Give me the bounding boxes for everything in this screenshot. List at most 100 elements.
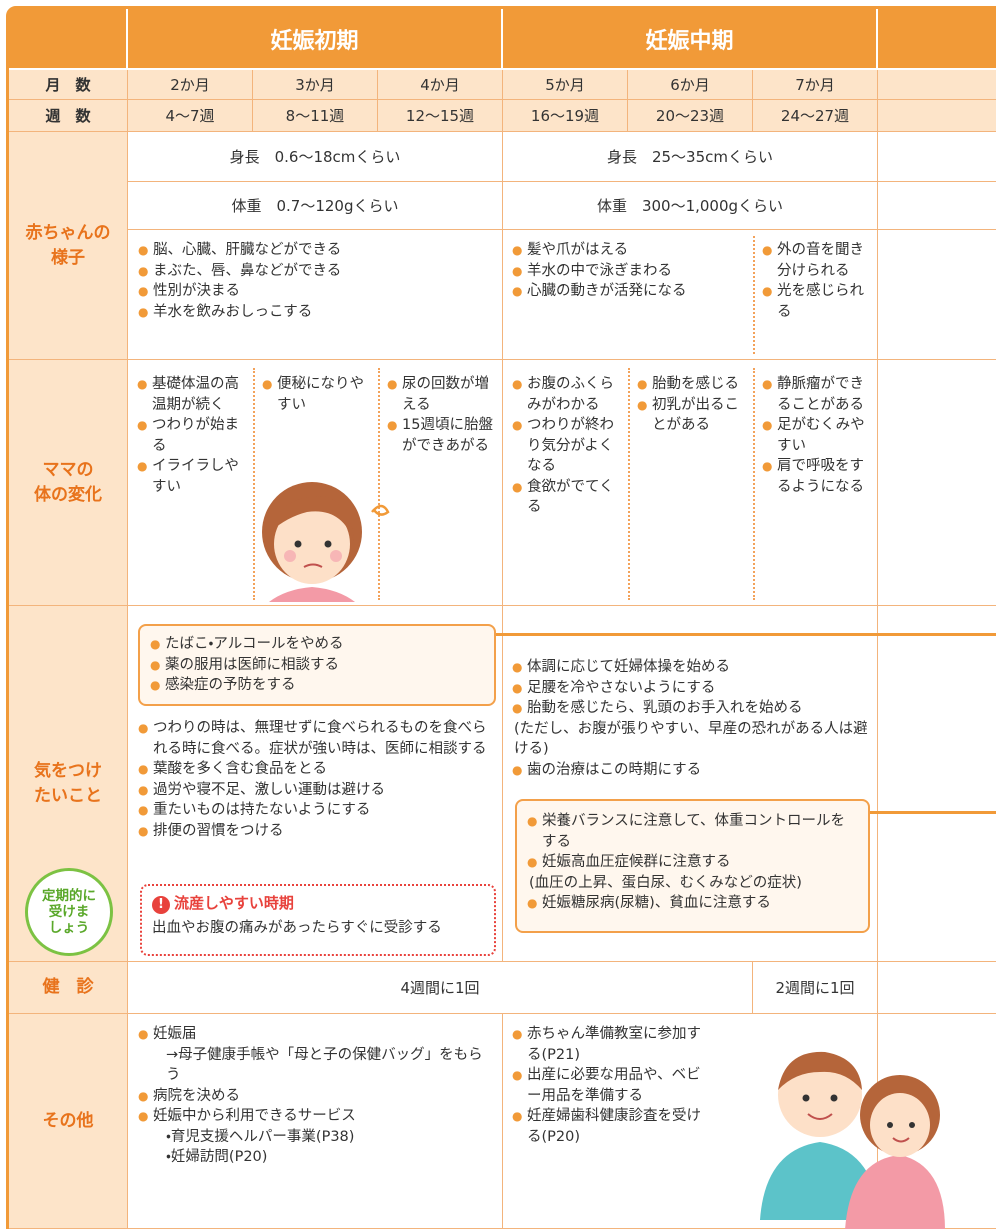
bullet-item: 薬の服用は医師に相談する xyxy=(150,655,480,676)
baby-height: 身長 25～35cmくらい xyxy=(503,132,878,182)
months-value: 5か月 xyxy=(503,70,628,100)
warning-box: ! 流産しやすい時期 出血やお腹の痛みがあったらすぐに受診する xyxy=(140,884,496,956)
baby-weight: 体重 300～1,000gくらい xyxy=(503,182,878,230)
bullet-list: 胎動を感じる初乳が出ることがある xyxy=(637,374,745,436)
baby-weight: 体重 0.7～120gくらい xyxy=(128,182,503,230)
months-value: 4か月 xyxy=(378,70,503,100)
bullet-item: 足腰を冷やさないようにする xyxy=(512,678,872,699)
months-label: 月 数 xyxy=(9,70,128,100)
bubble: 定期的に 受けま しょう xyxy=(25,868,113,956)
other-label: その他 xyxy=(9,1014,128,1229)
weeks-value: 20～23週 xyxy=(628,100,753,132)
stage-title: 妊娠初期 xyxy=(128,9,503,70)
warning-title: ! 流産しやすい時期 xyxy=(152,892,484,914)
bullet-item: 外の音を聞き分けられる xyxy=(762,240,872,281)
weeks-value: 8～11週 xyxy=(253,100,378,132)
header-corner xyxy=(9,9,128,70)
bullet-item: 肩で呼吸をするようになる xyxy=(762,456,870,497)
bullet-item: 重たいものは持たないようにする xyxy=(138,800,488,821)
bullet-item: 妊娠高血圧症候群に注意する xyxy=(527,852,857,873)
bullet-item: 脳、心臓、肝臓などができる xyxy=(138,240,488,261)
bubble-line: 定期的に xyxy=(42,887,96,904)
baby-height: 身長 0.6～18cmくらい xyxy=(128,132,503,182)
care-next xyxy=(878,606,996,962)
bullet-item: 感染症の予防をする xyxy=(150,675,480,696)
bullet-list: 静脈瘤ができることがある足がむくみやすい肩で呼吸をするようになる xyxy=(762,374,870,497)
months-next xyxy=(878,70,996,100)
early-box: たばこ・アルコールをやめる薬の服用は医師に相談する感染症の予防をする xyxy=(138,624,496,706)
label-line: たいこと xyxy=(34,785,102,806)
label-line: 気をつけ xyxy=(34,760,102,781)
bullet-item: お腹のふくらみがわかる xyxy=(512,374,620,415)
bullet-item: 病院を決める xyxy=(138,1086,493,1107)
months-value: 6か月 xyxy=(628,70,753,100)
label-line: 様子 xyxy=(51,247,85,268)
couple-illustration xyxy=(760,1051,945,1229)
bullet-item: 歯の治療はこの時期にする xyxy=(512,760,872,781)
bullet-item: 葉酸を多く含む食品をとる xyxy=(138,759,488,780)
bullet-item: 15週頃に胎盤ができあがる xyxy=(387,415,495,456)
warning-icon: ! xyxy=(152,896,170,914)
weeks-value: 4～7週 xyxy=(128,100,253,132)
checkup-value: 4週間に1回 xyxy=(128,962,753,1014)
bullet-item: 妊娠中から利用できるサービス xyxy=(138,1106,493,1127)
bullet-item: 過労や寝不足、激しい運動は避ける xyxy=(138,780,488,801)
label-line: 赤ちゃんの xyxy=(25,222,111,243)
mama-label: ママの 体の変化 xyxy=(9,360,128,606)
bullet-item: 光を感じられる xyxy=(762,281,872,322)
bullet-list: 赤ちゃん準備教室に参加する(P21)出産に必要な用品や、ベビー用品を準備する妊産… xyxy=(512,1024,707,1147)
bullet-item: 便秘になりやすい xyxy=(262,374,370,415)
baby-next xyxy=(878,230,996,360)
bullet-item: 尿の回数が増える xyxy=(387,374,495,415)
months-value: 2か月 xyxy=(128,70,253,100)
baby-early-cell xyxy=(128,230,503,360)
bubble-line: しょう xyxy=(48,920,90,937)
mama-early-cell xyxy=(128,360,503,606)
mama-next xyxy=(878,360,996,606)
bullet-item: 妊産婦歯科健康診査を受ける(P20) xyxy=(512,1106,707,1147)
sub-item: →母子健康手帳や「母と子の保健バッグ」をもらう xyxy=(166,1046,483,1084)
bullet-item: 胎動を感じたら、乳頭のお手入れを始める xyxy=(512,698,872,719)
label-line: 体の変化 xyxy=(34,484,102,505)
bullet-item: 髪や爪がはえる xyxy=(512,240,742,261)
bullet-item: 排便の習慣をつける xyxy=(138,821,488,842)
bullet-list: 体調に応じて妊婦体操を始める足腰を冷やさないようにする胎動を感じたら、乳頭のお手… xyxy=(512,657,872,780)
care-early-cell xyxy=(128,606,503,962)
bullet-item: 羊水を飲みおしっこする xyxy=(138,302,488,323)
bullet-item: 心臓の動きが活発になる xyxy=(512,281,742,302)
baby-label: 赤ちゃんの 様子 xyxy=(9,132,128,360)
bubble-line: 受けま xyxy=(48,903,90,920)
bullet-item: まぶた、唇、鼻などができる xyxy=(138,261,488,282)
mama-mid-cell xyxy=(503,360,878,606)
dotted-divider xyxy=(378,368,380,600)
label-line: ママの xyxy=(42,459,94,480)
connector-line xyxy=(495,633,996,636)
weeks-label: 週 数 xyxy=(9,100,128,132)
bullet-list: お腹のふくらみがわかるつわりが終わり気分がよくなる食欲がでてくる xyxy=(512,374,620,518)
connector-line xyxy=(870,811,996,814)
bullet-list: 便秘になりやすい xyxy=(262,374,370,415)
dotted-divider xyxy=(753,236,755,354)
outer-frame xyxy=(6,6,996,1229)
sub-item: ・妊婦訪問(P20) xyxy=(166,1149,268,1166)
bullet-list: 尿の回数が増える15週頃に胎盤ができあがる xyxy=(387,374,495,456)
bullet-item: 栄養バランスに注意して、体重コントロールをする xyxy=(527,811,857,852)
warning-title-text: 流産しやすい時期 xyxy=(174,894,294,912)
bullet-item: つわりが終わり気分がよくなる xyxy=(512,415,620,477)
bullet-item: 静脈瘤ができることがある xyxy=(762,374,870,415)
bullet-item: 足がむくみやすい xyxy=(762,415,870,456)
header-next xyxy=(878,9,996,70)
bullet-list: 基礎体温の高温期が続くつわりが始まるイライラしやすい xyxy=(137,374,245,497)
weeks-next xyxy=(878,100,996,132)
bullet-list: 外の音を聞き分けられる光を感じられる xyxy=(762,240,872,322)
bullet-list: つわりの時は、無理せずに食べられるものを食べられる時に食べる。症状が強い時は、医… xyxy=(138,718,488,841)
bullet-item: 羊水の中で泳ぎまわる xyxy=(512,261,742,282)
checkup-label: 健 診 xyxy=(9,962,128,1014)
note-item: (ただし、お腹が張りやすい、早産の恐れがある人は避ける) xyxy=(514,720,868,758)
dotted-divider xyxy=(753,368,755,600)
bullet-item: たばこ・アルコールをやめる xyxy=(150,634,480,655)
bullet-list: 妊娠届→母子健康手帳や「母と子の保健バッグ」をもらう病院を決める妊娠中から利用で… xyxy=(138,1024,493,1168)
bullet-item: 妊娠届 xyxy=(138,1024,493,1045)
mid-box: 栄養バランスに注意して、体重コントロールをする妊娠高血圧症候群に注意する(血圧の… xyxy=(515,799,870,933)
